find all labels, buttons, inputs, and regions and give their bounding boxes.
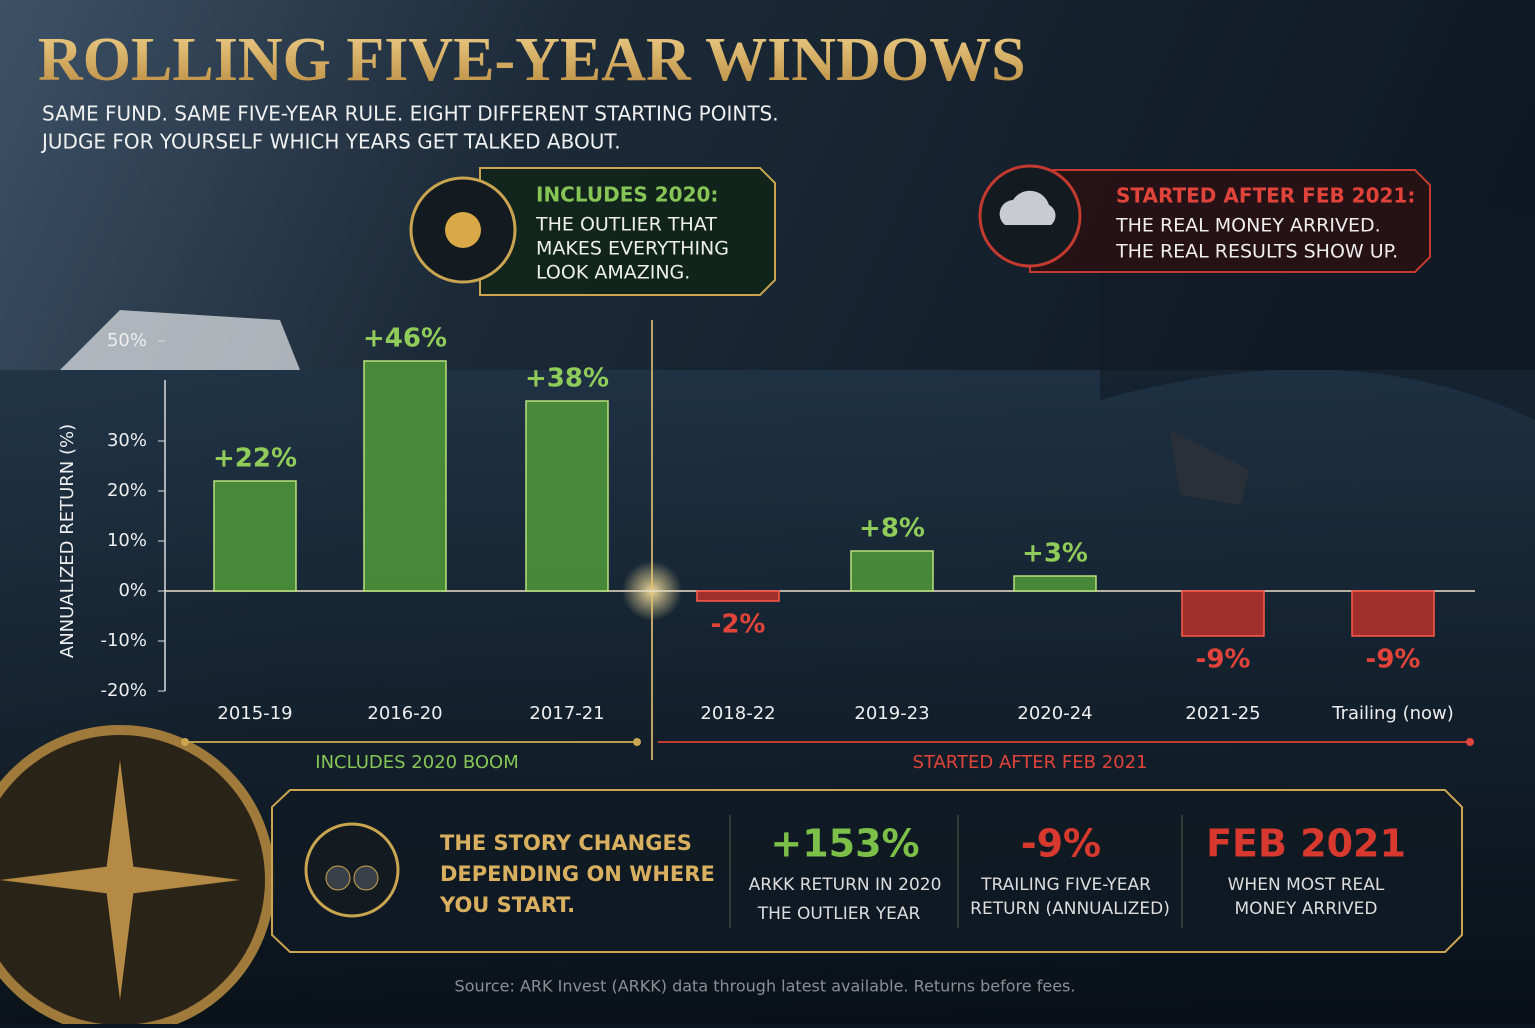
wreck <box>1170 430 1250 505</box>
summary-panel <box>271 789 1463 953</box>
value-label: +22% <box>213 444 297 474</box>
summary-text: YOU START. <box>439 893 575 917</box>
stat-caption: ARKK RETURN IN 2020 <box>749 875 942 895</box>
stat-caption: RETURN (ANNUALIZED) <box>970 899 1170 919</box>
x-tick-label: 2021-25 <box>1185 703 1260 724</box>
x-tick-label: 2017-21 <box>529 703 604 724</box>
y-tick-label: -20% <box>100 680 147 701</box>
storm-icon <box>999 190 1056 225</box>
x-tick-label: 2015-19 <box>217 703 292 724</box>
sun-icon <box>445 212 481 248</box>
x-tick-label: Trailing (now) <box>1331 703 1454 724</box>
compass-rose <box>0 760 240 1000</box>
group-label: INCLUDES 2020 BOOM <box>315 752 518 773</box>
summary-text: THE STORY CHANGES <box>440 831 692 855</box>
group-label: STARTED AFTER FEB 2021 <box>912 752 1147 773</box>
summary-text: DEPENDING ON WHERE <box>440 862 715 886</box>
group-dot <box>1466 738 1474 746</box>
stat-caption: TRAILING FIVE-YEAR <box>980 875 1151 895</box>
group-dot <box>181 738 189 746</box>
callout-box <box>1029 169 1431 273</box>
title: ROLLING FIVE-YEAR WINDOWS <box>38 26 1026 94</box>
group-dot <box>633 738 641 746</box>
x-tick-label: 2016-20 <box>367 703 442 724</box>
source-note: Source: ARK Invest (ARKK) data through l… <box>455 977 1076 996</box>
bar <box>1181 590 1265 637</box>
bar <box>696 590 780 602</box>
y-tick-label: 0% <box>118 580 147 601</box>
value-label: -2% <box>711 610 766 640</box>
bar <box>1013 575 1097 592</box>
stat-caption: WHEN MOST REAL <box>1228 875 1385 895</box>
stat-value: +153% <box>770 822 919 866</box>
callout-text: THE REAL MONEY ARRIVED. <box>1115 215 1381 237</box>
binoculars-icon <box>325 865 351 891</box>
binoculars-icon <box>353 865 379 891</box>
y-axis-title: ANNUALIZED RETURN (%) <box>57 424 78 658</box>
value-label: +3% <box>1022 539 1088 569</box>
stat-value: -9% <box>1021 822 1101 866</box>
value-label: +8% <box>859 514 925 544</box>
stat-caption: THE OUTLIER YEAR <box>757 904 921 924</box>
value-label: +38% <box>525 364 609 394</box>
y-tick-label: 50% <box>107 330 147 351</box>
callout-text: THE REAL RESULTS SHOW UP. <box>1115 241 1398 263</box>
callout-heading: INCLUDES 2020: <box>536 183 718 207</box>
value-label: -9% <box>1196 645 1251 675</box>
callout-text: THE OUTLIER THAT <box>535 214 717 236</box>
bar <box>850 550 934 592</box>
binoculars-icon <box>304 822 400 918</box>
callout-text: LOOK AMAZING. <box>536 262 690 284</box>
y-tick-label: 10% <box>107 530 147 551</box>
callout-text: MAKES EVERYTHING <box>536 238 729 260</box>
callout-box <box>479 167 776 296</box>
subtitle: JUDGE FOR YOURSELF WHICH YEARS GET TALKE… <box>40 130 621 154</box>
y-tick-label: 20% <box>107 480 147 501</box>
y-tick-label: 30% <box>107 430 147 451</box>
value-label: +46% <box>363 324 447 354</box>
yacht <box>60 310 300 370</box>
stat-value: FEB 2021 <box>1206 822 1406 866</box>
bar <box>1351 590 1435 637</box>
bar <box>213 480 297 592</box>
callout-heading: STARTED AFTER FEB 2021: <box>1116 184 1415 208</box>
stat-caption: MONEY ARRIVED <box>1234 899 1377 919</box>
value-label: -9% <box>1366 645 1421 675</box>
x-tick-label: 2020-24 <box>1017 703 1092 724</box>
subtitle: SAME FUND. SAME FIVE-YEAR RULE. EIGHT DI… <box>42 102 779 126</box>
bar <box>363 360 447 592</box>
bar <box>525 400 609 592</box>
y-tick-label: -10% <box>100 630 147 651</box>
x-tick-label: 2018-22 <box>700 703 775 724</box>
x-tick-label: 2019-23 <box>854 703 929 724</box>
